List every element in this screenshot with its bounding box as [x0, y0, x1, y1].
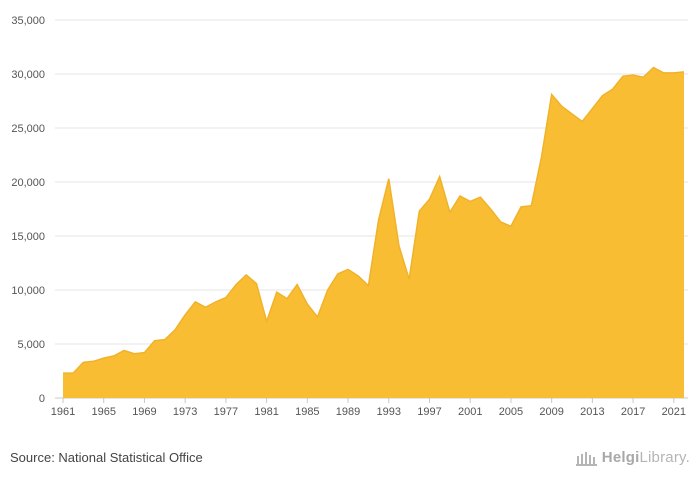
x-axis: 1961 1965 1969 1973 1977 1981 1985 1989 1993 1997… — [51, 398, 686, 418]
x-tick-label: 2013 — [580, 406, 604, 418]
x-tick-label: 1981 — [254, 406, 278, 418]
brand-logo[interactable]: HelgiLibrary. — [575, 449, 690, 466]
area-fill — [63, 67, 684, 399]
x-tick-label: 2021 — [662, 406, 686, 418]
series-line — [63, 66, 685, 374]
x-tick-label: 2001 — [458, 406, 482, 418]
y-tick-label: 15,000 — [11, 231, 45, 243]
y-axis: 0 5,000 10,000 15,000 20,000 25,000 30,000 35,0… — [11, 15, 45, 405]
x-tick-label: 2017 — [621, 406, 645, 418]
brand-second: Library. — [639, 449, 690, 466]
library-icon — [575, 451, 597, 466]
source-note: Source: National Statistical Office — [10, 450, 203, 465]
x-tick-label: 1973 — [173, 406, 197, 418]
y-tick-label: 25,000 — [11, 123, 45, 135]
x-tick-label: 1993 — [377, 406, 401, 418]
x-tick-label: 1985 — [295, 406, 319, 418]
y-tick-label: 35,000 — [11, 15, 45, 27]
x-tick-label: 1969 — [132, 406, 156, 418]
area-series — [63, 66, 685, 399]
x-tick-label: 1989 — [336, 406, 360, 418]
x-tick-label: 1997 — [417, 406, 441, 418]
y-tick-label: 10,000 — [11, 285, 45, 297]
x-tick-label: 1977 — [214, 406, 238, 418]
y-tick-label: 30,000 — [11, 69, 45, 81]
x-tick-label: 1965 — [91, 406, 115, 418]
x-tick-label: 2005 — [499, 406, 523, 418]
brand-first: Helgi — [601, 449, 640, 466]
y-tick-label: 20,000 — [11, 177, 45, 189]
y-tick-label: 5,000 — [17, 339, 45, 351]
x-tick-label: 1961 — [51, 406, 75, 418]
y-tick-label: 0 — [39, 393, 45, 405]
x-tick-label: 2009 — [539, 406, 563, 418]
